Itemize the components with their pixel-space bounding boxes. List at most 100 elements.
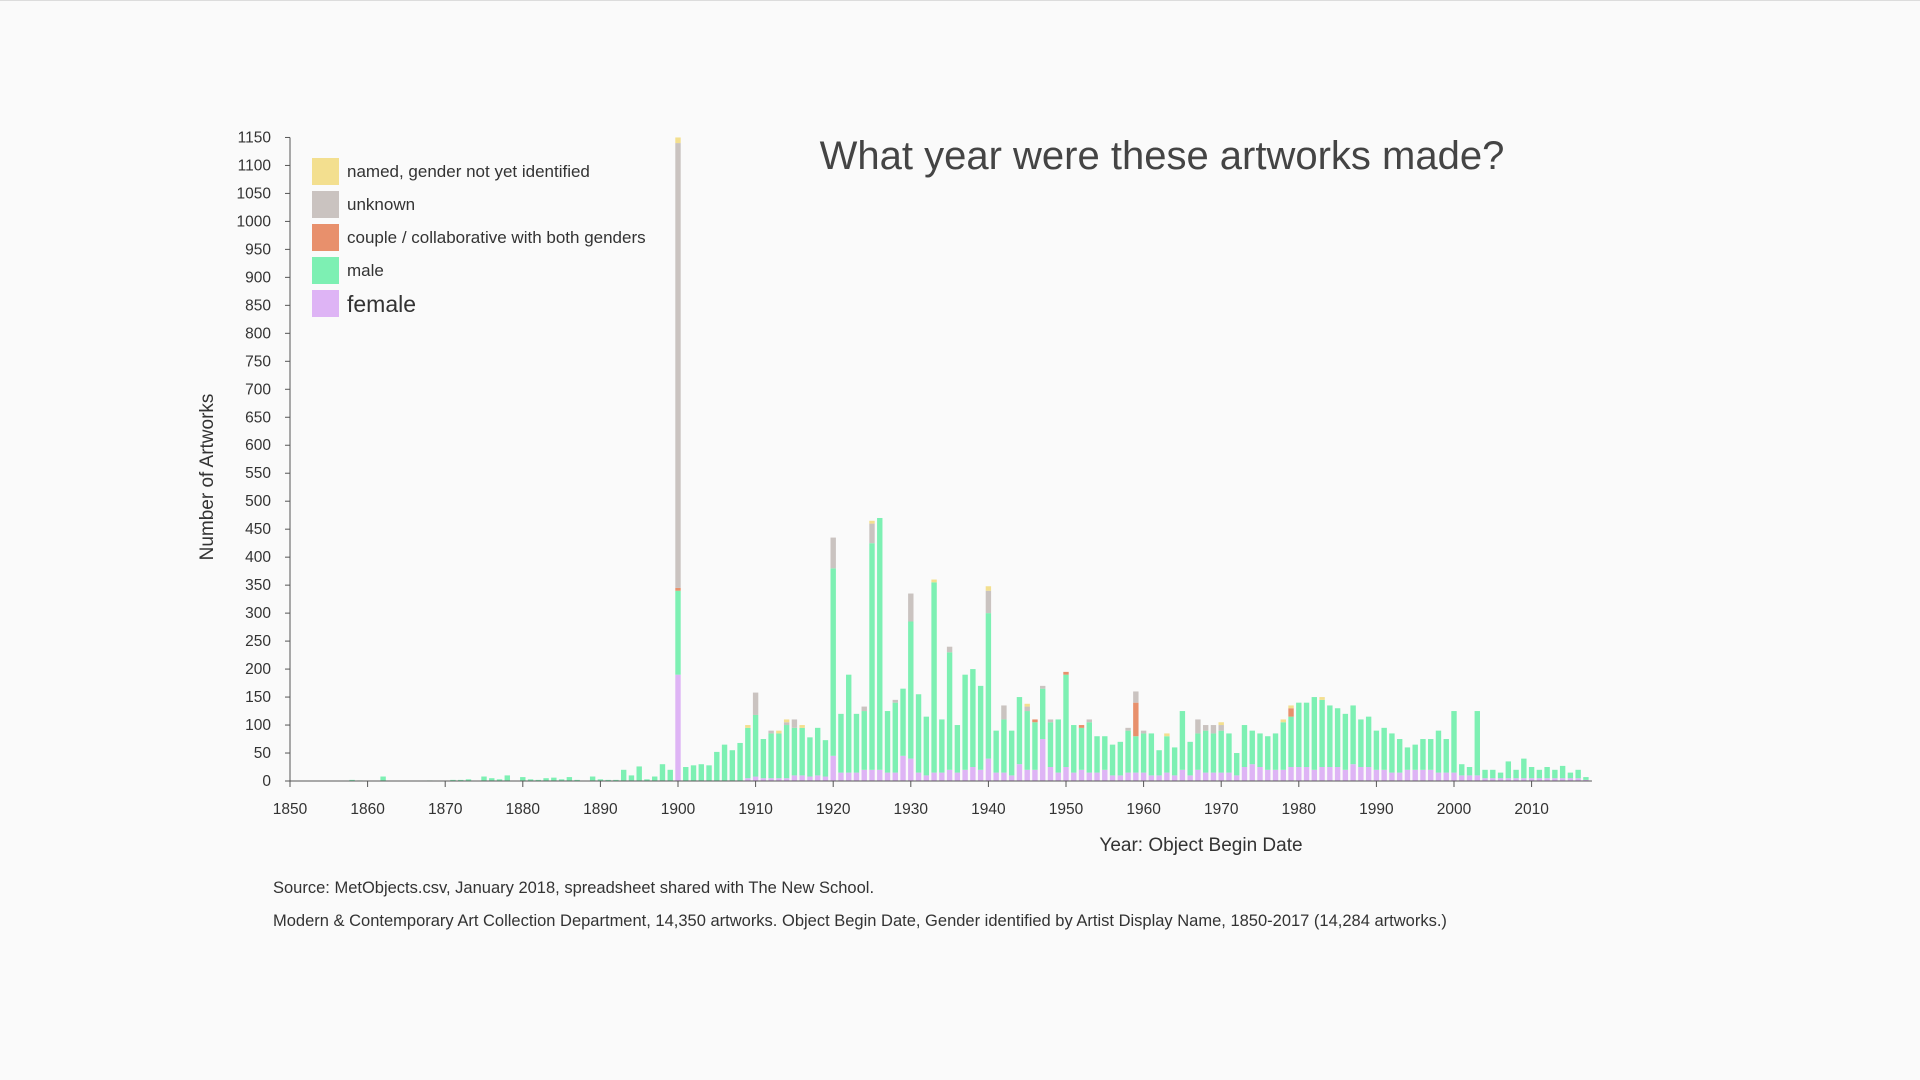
bar-1915-unknown bbox=[791, 719, 798, 728]
bar-1962-male bbox=[1156, 750, 1162, 776]
legend-swatch-male bbox=[312, 257, 339, 284]
bar-1919-male bbox=[822, 740, 829, 777]
bar-1924-unknown bbox=[861, 706, 867, 712]
bar-1923-female bbox=[853, 772, 860, 781]
bar-1955-male bbox=[1102, 736, 1108, 770]
bar-1942-male bbox=[1001, 719, 1007, 773]
bar-1979-named bbox=[1288, 705, 1294, 709]
bar-2005-male bbox=[1490, 769, 1496, 779]
bar-2002-male bbox=[1466, 767, 1473, 776]
bar-1988-female bbox=[1358, 767, 1364, 781]
bar-1930-female bbox=[908, 758, 914, 781]
bar-1915-male bbox=[791, 727, 798, 776]
bar-2008-male bbox=[1513, 769, 1519, 779]
bar-1925-female bbox=[869, 769, 875, 781]
y-tick-label-50: 50 bbox=[254, 745, 272, 762]
bar-1927-female bbox=[884, 772, 891, 781]
bar-1931-female bbox=[915, 772, 922, 781]
y-tick-label-400: 400 bbox=[245, 549, 271, 566]
bar-1921-male bbox=[838, 713, 844, 773]
bar-2013-male bbox=[1552, 769, 1558, 779]
bar-1971-male bbox=[1226, 733, 1232, 773]
bar-1937-female bbox=[962, 769, 968, 781]
bar-1925-named bbox=[869, 520, 875, 524]
bar-1951-male bbox=[1071, 725, 1077, 773]
bar-1923-male bbox=[853, 713, 860, 773]
bar-1912-female bbox=[768, 778, 774, 781]
bar-1924-male bbox=[861, 711, 867, 770]
bar-1943-male bbox=[1008, 730, 1015, 776]
bar-1956-male bbox=[1109, 744, 1116, 776]
bar-1949-male bbox=[1055, 719, 1061, 773]
bar-1983-named bbox=[1319, 697, 1325, 700]
bar-2016-male bbox=[1575, 769, 1581, 779]
bar-1949-female bbox=[1055, 772, 1061, 781]
bar-1902-male bbox=[690, 765, 697, 781]
bar-1967-female bbox=[1195, 769, 1201, 781]
top-border-line bbox=[0, 0, 1920, 1]
bar-1970-female bbox=[1218, 772, 1224, 781]
bar-1965-male bbox=[1179, 711, 1186, 770]
bar-1909-male bbox=[745, 727, 751, 779]
bar-1945-female bbox=[1024, 769, 1030, 781]
bar-1940-named bbox=[985, 586, 992, 591]
bar-1904-male bbox=[706, 765, 712, 781]
bar-1900-couple bbox=[675, 587, 681, 591]
bar-2012-female bbox=[1544, 778, 1550, 781]
bar-1950-male bbox=[1063, 674, 1069, 768]
legend: named, gender not yet identified unknown c… bbox=[312, 158, 646, 317]
bar-2011-male bbox=[1536, 769, 1543, 779]
bar-1972-male bbox=[1234, 753, 1240, 776]
y-tick-label-750: 750 bbox=[245, 353, 271, 370]
bar-1936-male bbox=[954, 725, 961, 773]
bar-2005-female bbox=[1490, 778, 1496, 781]
bar-1893-male bbox=[620, 769, 627, 781]
bar-1976-male bbox=[1265, 736, 1271, 770]
bar-1872-male bbox=[458, 779, 464, 781]
bar-1950-female bbox=[1063, 767, 1069, 781]
bar-1935-unknown bbox=[946, 646, 953, 653]
y-tick-label-450: 450 bbox=[245, 521, 271, 538]
bar-1990-male bbox=[1373, 730, 1380, 770]
bar-1910-female bbox=[752, 776, 759, 781]
bar-1989-female bbox=[1365, 767, 1372, 781]
x-tick-label-1980: 1980 bbox=[1282, 801, 1317, 818]
bar-1963-male bbox=[1164, 736, 1170, 773]
bar-1901-male bbox=[683, 767, 689, 781]
bar-1974-male bbox=[1249, 730, 1255, 765]
bar-1920-unknown bbox=[830, 537, 836, 569]
bar-1939-female bbox=[977, 769, 984, 781]
bar-1962-female bbox=[1156, 775, 1162, 781]
bar-1960-unknown bbox=[1140, 730, 1147, 734]
bar-1938-female bbox=[970, 767, 976, 781]
bar-1871-male bbox=[450, 779, 456, 781]
bar-1965-female bbox=[1179, 769, 1186, 781]
bar-1903-male bbox=[698, 764, 704, 781]
x-tick-label-1900: 1900 bbox=[661, 801, 696, 818]
bar-2010-male bbox=[1528, 767, 1535, 779]
x-tick-label-2000: 2000 bbox=[1437, 801, 1472, 818]
bar-1953-female bbox=[1086, 772, 1092, 781]
bar-1920-male bbox=[830, 568, 836, 756]
bar-1963-female bbox=[1164, 772, 1170, 781]
bar-2014-male bbox=[1559, 765, 1566, 779]
bar-2008-female bbox=[1513, 778, 1519, 781]
bar-1983-male bbox=[1319, 699, 1325, 768]
bar-1968-female bbox=[1202, 772, 1209, 781]
bar-1986-female bbox=[1342, 769, 1349, 781]
bar-1994-female bbox=[1404, 769, 1411, 781]
bar-2012-male bbox=[1544, 767, 1550, 779]
bar-1910-male bbox=[752, 714, 759, 777]
y-tick-label-350: 350 bbox=[245, 577, 271, 594]
bar-1942-female bbox=[1001, 772, 1007, 781]
bar-1946-male bbox=[1032, 722, 1038, 770]
bar-1941-female bbox=[993, 772, 999, 781]
bar-1975-female bbox=[1257, 767, 1263, 781]
x-tick-label-1920: 1920 bbox=[816, 801, 851, 818]
bar-1977-female bbox=[1272, 769, 1279, 781]
bar-1955-female bbox=[1102, 769, 1108, 781]
bar-1890-male bbox=[597, 779, 604, 781]
y-tick-label-1050: 1050 bbox=[237, 185, 272, 202]
bar-1934-male bbox=[939, 719, 945, 773]
bar-1934-female bbox=[939, 772, 945, 781]
